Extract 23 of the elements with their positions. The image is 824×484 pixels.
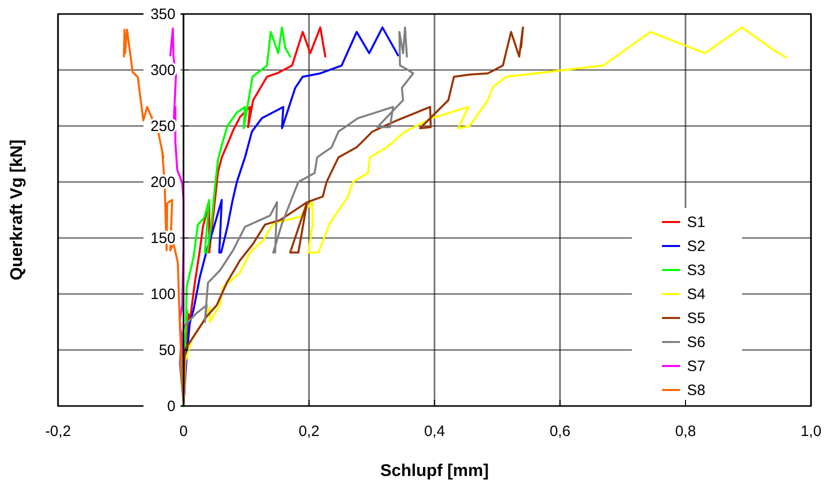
y-tick-label: 300 <box>150 62 176 79</box>
legend-label: S3 <box>687 262 706 279</box>
x-tick-label: -0,2 <box>45 423 71 440</box>
x-tick-label: 1,0 <box>800 423 822 440</box>
x-tick-label: 0 <box>179 423 188 440</box>
legend-label: S2 <box>687 238 706 255</box>
y-axis-title: Querkraft Vg [kN] <box>7 140 26 280</box>
y-tick-label: 50 <box>158 342 176 359</box>
legend-label: S1 <box>687 214 706 231</box>
line-series <box>182 26 292 407</box>
x-tick-label: 0,4 <box>424 423 445 440</box>
legend-label: S4 <box>687 286 706 303</box>
legend-label: S6 <box>687 334 706 351</box>
y-tick-label: 350 <box>150 6 176 23</box>
y-tick-label: 0 <box>167 398 176 415</box>
x-tick-label: 0,8 <box>675 423 696 440</box>
y-tick-label: 100 <box>150 286 176 303</box>
x-axis-title: Schlupf [mm] <box>380 461 489 480</box>
legend-label: S5 <box>687 310 706 327</box>
x-tick-label: 0,6 <box>550 423 570 440</box>
legend-label: S8 <box>687 382 706 399</box>
legend-label: S7 <box>687 358 706 375</box>
x-tick-label: 0,2 <box>298 423 320 440</box>
